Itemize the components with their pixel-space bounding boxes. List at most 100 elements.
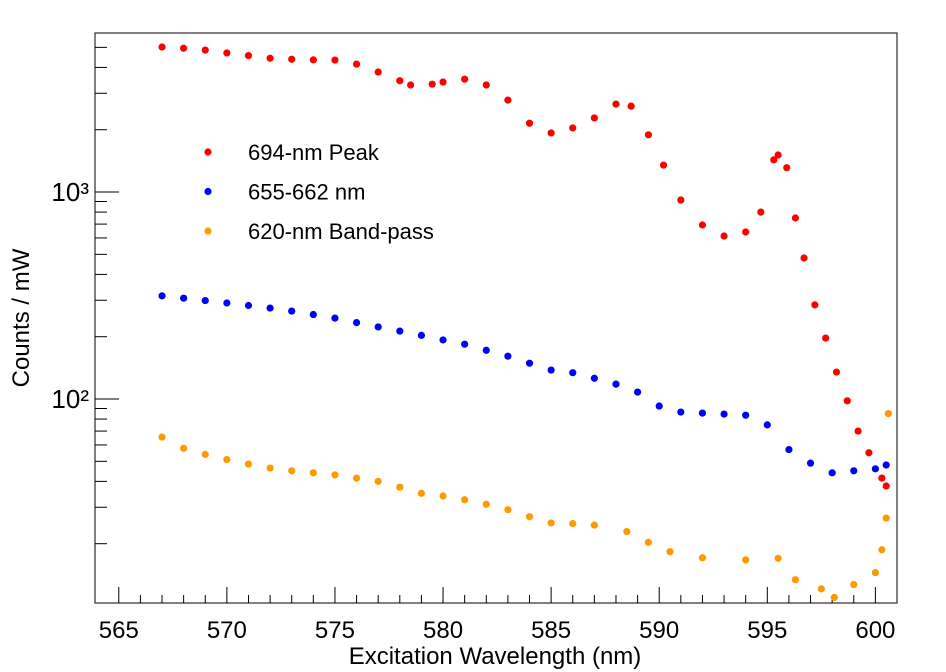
data-point bbox=[666, 548, 674, 556]
data-point bbox=[757, 208, 765, 216]
data-point bbox=[288, 307, 296, 315]
x-tick-label: 595 bbox=[747, 617, 787, 644]
legend-marker bbox=[204, 148, 212, 156]
data-point bbox=[461, 340, 469, 348]
data-point bbox=[882, 514, 890, 522]
data-point bbox=[352, 318, 361, 327]
data-point bbox=[244, 460, 253, 468]
data-point bbox=[504, 96, 512, 104]
data-point bbox=[843, 397, 851, 405]
data-point bbox=[288, 467, 296, 475]
data-point bbox=[770, 156, 778, 164]
data-point bbox=[396, 483, 404, 491]
data-point bbox=[417, 331, 426, 339]
data-point bbox=[785, 445, 793, 454]
data-point bbox=[569, 520, 577, 528]
data-point bbox=[878, 546, 886, 554]
data-point bbox=[439, 492, 447, 500]
data-point bbox=[763, 421, 771, 429]
plot-frame bbox=[94, 32, 898, 604]
data-point bbox=[223, 299, 231, 307]
data-point bbox=[428, 80, 436, 88]
data-point bbox=[774, 554, 782, 562]
data-point bbox=[871, 569, 879, 577]
data-point bbox=[525, 359, 534, 367]
data-point bbox=[644, 131, 653, 139]
data-point bbox=[742, 411, 750, 419]
data-point bbox=[547, 366, 555, 374]
data-point bbox=[822, 334, 830, 342]
data-point bbox=[884, 410, 892, 418]
data-point bbox=[850, 580, 858, 589]
data-point bbox=[698, 554, 707, 562]
data-point bbox=[871, 465, 879, 473]
data-point bbox=[266, 304, 274, 312]
data-point bbox=[720, 232, 728, 240]
data-point bbox=[352, 474, 361, 482]
legend-label: 694-nm Peak bbox=[248, 140, 380, 165]
data-point bbox=[791, 214, 799, 222]
data-point bbox=[525, 513, 534, 521]
data-point bbox=[461, 75, 469, 83]
data-point bbox=[865, 449, 873, 457]
x-tick-label: 590 bbox=[639, 617, 679, 644]
data-point bbox=[525, 119, 534, 127]
data-point bbox=[774, 151, 782, 159]
data-point bbox=[882, 461, 890, 469]
x-axis-label: Excitation Wavelength (nm) bbox=[349, 643, 642, 670]
data-point bbox=[720, 410, 728, 418]
data-point bbox=[439, 336, 447, 344]
data-point bbox=[806, 459, 815, 467]
data-point bbox=[590, 114, 598, 122]
data-point bbox=[158, 43, 166, 51]
data-point bbox=[569, 124, 577, 132]
data-point bbox=[266, 54, 274, 62]
data-point bbox=[832, 368, 841, 376]
data-point bbox=[331, 56, 339, 64]
data-point bbox=[547, 129, 555, 137]
data-point bbox=[407, 81, 415, 89]
data-point bbox=[783, 164, 791, 172]
data-point bbox=[180, 444, 188, 452]
data-point bbox=[504, 352, 512, 360]
data-point bbox=[800, 254, 808, 262]
legend-label: 655-662 nm bbox=[248, 180, 365, 205]
data-point bbox=[309, 469, 317, 477]
y-tick-label: 10³ bbox=[51, 177, 89, 207]
data-point bbox=[482, 81, 490, 89]
data-point bbox=[830, 593, 838, 602]
data-point bbox=[331, 471, 339, 479]
legend-label: 620-nm Band-pass bbox=[248, 219, 434, 244]
data-point bbox=[854, 427, 862, 435]
data-point bbox=[158, 433, 166, 441]
data-point bbox=[590, 521, 598, 529]
data-point bbox=[791, 576, 799, 584]
data-point bbox=[828, 469, 836, 477]
x-tick-label: 575 bbox=[315, 617, 355, 644]
data-point bbox=[288, 55, 296, 63]
data-point bbox=[266, 464, 274, 472]
data-point bbox=[309, 56, 317, 64]
data-point bbox=[623, 527, 631, 536]
data-point bbox=[482, 500, 490, 508]
legend-marker bbox=[204, 227, 212, 235]
y-tick-label: 10² bbox=[51, 384, 89, 414]
x-tick-label: 580 bbox=[423, 617, 463, 644]
data-point bbox=[817, 585, 825, 593]
data-point bbox=[352, 60, 361, 68]
data-point bbox=[612, 100, 620, 108]
data-point bbox=[850, 467, 858, 475]
data-point bbox=[331, 314, 339, 322]
data-point bbox=[374, 323, 382, 331]
data-point bbox=[698, 409, 707, 417]
data-point bbox=[223, 455, 231, 464]
data-point bbox=[742, 556, 750, 564]
data-point bbox=[677, 196, 685, 204]
data-point bbox=[482, 346, 490, 354]
data-point bbox=[180, 44, 188, 52]
data-point bbox=[698, 221, 707, 229]
data-point bbox=[655, 402, 663, 410]
x-tick-label: 565 bbox=[99, 617, 139, 644]
data-point bbox=[461, 496, 469, 504]
